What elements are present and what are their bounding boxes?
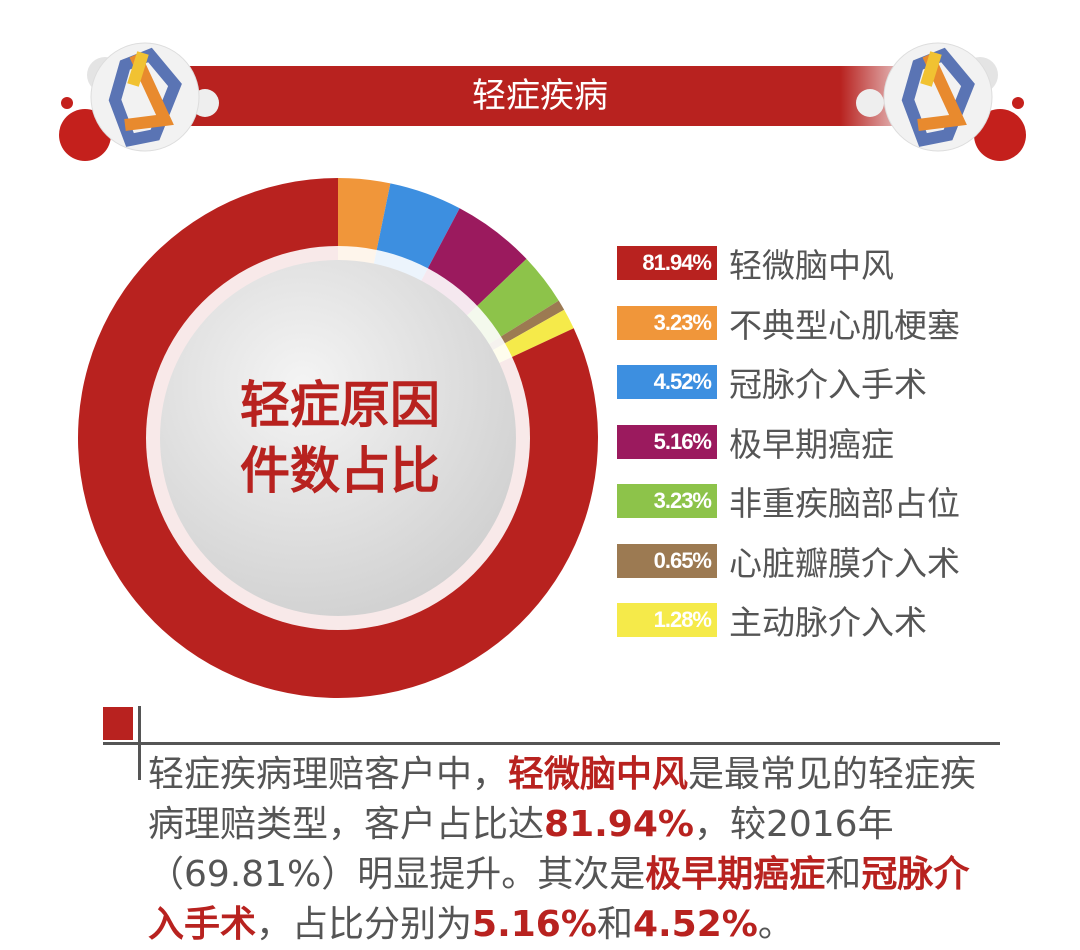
body-text: 和 (825, 854, 862, 895)
legend-item: 1.28% 主动脉介入术 (617, 602, 927, 642)
body-text: 是最常见的轻症疾病理赔类型，客户占比达 (148, 754, 977, 845)
legend-value-badge: 3.23% (617, 305, 717, 340)
legend-value-badge: 0.65% (617, 543, 717, 578)
header-banner (95, 66, 905, 126)
divider-horizontal (103, 742, 1000, 745)
legend-label: 非重疾脑部占位 (729, 484, 960, 523)
legend-item: 3.23% 非重疾脑部占位 (617, 483, 960, 523)
body-text: 和 (596, 904, 633, 945)
summary-paragraph: 轻症疾病理赔客户中，轻微脑中风是最常见的轻症疾病理赔类型，客户占比达81.94%… (148, 750, 998, 950)
highlight-text: 81.94% (544, 804, 694, 845)
legend-item: 5.16% 极早期癌症 (617, 424, 894, 464)
legend-value-badge: 5.16% (617, 424, 717, 459)
donut-center-label: 轻症原因 件数占比 (190, 372, 490, 504)
highlight-text: 4.52% (632, 904, 758, 945)
legend-value-badge: 1.28% (617, 603, 717, 637)
highlight-text: 5.16% (472, 904, 597, 945)
legend-label: 心脏瓣膜介入术 (729, 543, 960, 583)
legend-value-badge: 81.94% (617, 246, 717, 280)
logo-left (59, 42, 219, 161)
legend-label: 冠脉介入手术 (729, 365, 927, 404)
legend-value-badge: 4.52% (617, 365, 717, 399)
logo-right (856, 42, 1026, 161)
section-marker (103, 707, 133, 740)
legend-label: 主动脉介入术 (729, 603, 927, 642)
legend-label: 不典型心肌梗塞 (729, 305, 960, 345)
body-text: ，较2016年（69.81%）明显提升。其次是 (148, 804, 894, 895)
center-label-line-1: 轻症原因 (240, 376, 440, 434)
body-text: 。 (757, 904, 794, 945)
legend-item: 3.23% 不典型心肌梗塞 (617, 305, 960, 345)
legend-item: 0.65% 心脏瓣膜介入术 (617, 543, 960, 583)
legend-item: 4.52% 冠脉介入手术 (617, 364, 927, 404)
legend-item: 81.94% 轻微脑中风 (617, 245, 894, 285)
body-text: 轻症疾病理赔客户中， (148, 754, 509, 795)
legend-label: 极早期癌症 (729, 424, 894, 464)
highlight-text: 极早期癌症 (645, 854, 826, 895)
donut-chart (77, 178, 598, 698)
header-title: 轻症疾病 (472, 76, 608, 116)
highlight-text: 冠脉介入手术 (148, 854, 970, 945)
body-text: ，占比分别为 (256, 904, 473, 945)
center-label-line-2: 件数占比 (240, 442, 440, 500)
legend-value-badge: 3.23% (617, 484, 717, 518)
divider-vertical (138, 706, 141, 780)
legend-label: 轻微脑中风 (729, 246, 894, 285)
highlight-text: 轻微脑中风 (508, 754, 689, 795)
